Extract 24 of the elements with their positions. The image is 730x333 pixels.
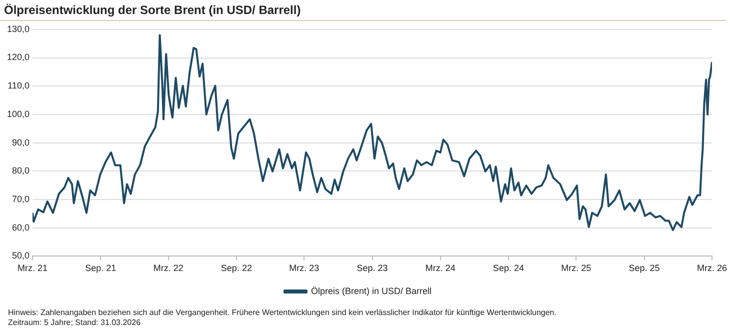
- x-tick-label: Sep. 21: [85, 263, 116, 274]
- y-tick-label: 60,0: [12, 222, 30, 232]
- x-tick-label: Mrz. 23: [289, 263, 320, 274]
- x-tick-label: Sep. 25: [628, 263, 660, 274]
- x-tick-label: Mrz. 22: [153, 263, 184, 274]
- y-tick-label: 110,0: [8, 80, 30, 91]
- x-tick-label: Mrz. 21: [18, 263, 48, 274]
- x-tick-label: Sep. 22: [220, 263, 252, 274]
- y-tick-label: 80,0: [12, 166, 30, 176]
- x-tick-label: Mrz. 25: [561, 263, 592, 274]
- y-tick-label: 100,0: [6, 108, 30, 119]
- x-tick-label: Mrz. 24: [425, 263, 456, 274]
- y-tick-label: 50,0: [12, 250, 30, 261]
- y-tick-label: 130,0: [6, 24, 30, 34]
- x-tick-label: Mrz. 26: [696, 263, 728, 274]
- text: Zeitraum: 5 Jahre; Stand: 31.03.2026: [8, 318, 142, 328]
- y-tick-label: 90,0: [12, 137, 30, 148]
- text: Hinweis: Zahlenangaben beziehen sich auf die Vergangenheit. Frühere Wertentwicklungen sind kein verlässlicher Indikator für künftige Wertentwicklungen.: [8, 308, 558, 318]
- x-tick-label: Sep. 24: [492, 263, 524, 274]
- chart-title: Ölpreisentwicklung der Sorte Brent (in USD/ Barrell): [0, 0, 726, 21]
- legend-label: Ölpreis (Brent) in USD/ Barrell: [310, 286, 432, 296]
- y-tick-label: 120,0: [6, 52, 30, 62]
- y-tick-label: 70,0: [12, 194, 30, 204]
- x-tick-label: Sep. 23: [356, 263, 388, 274]
